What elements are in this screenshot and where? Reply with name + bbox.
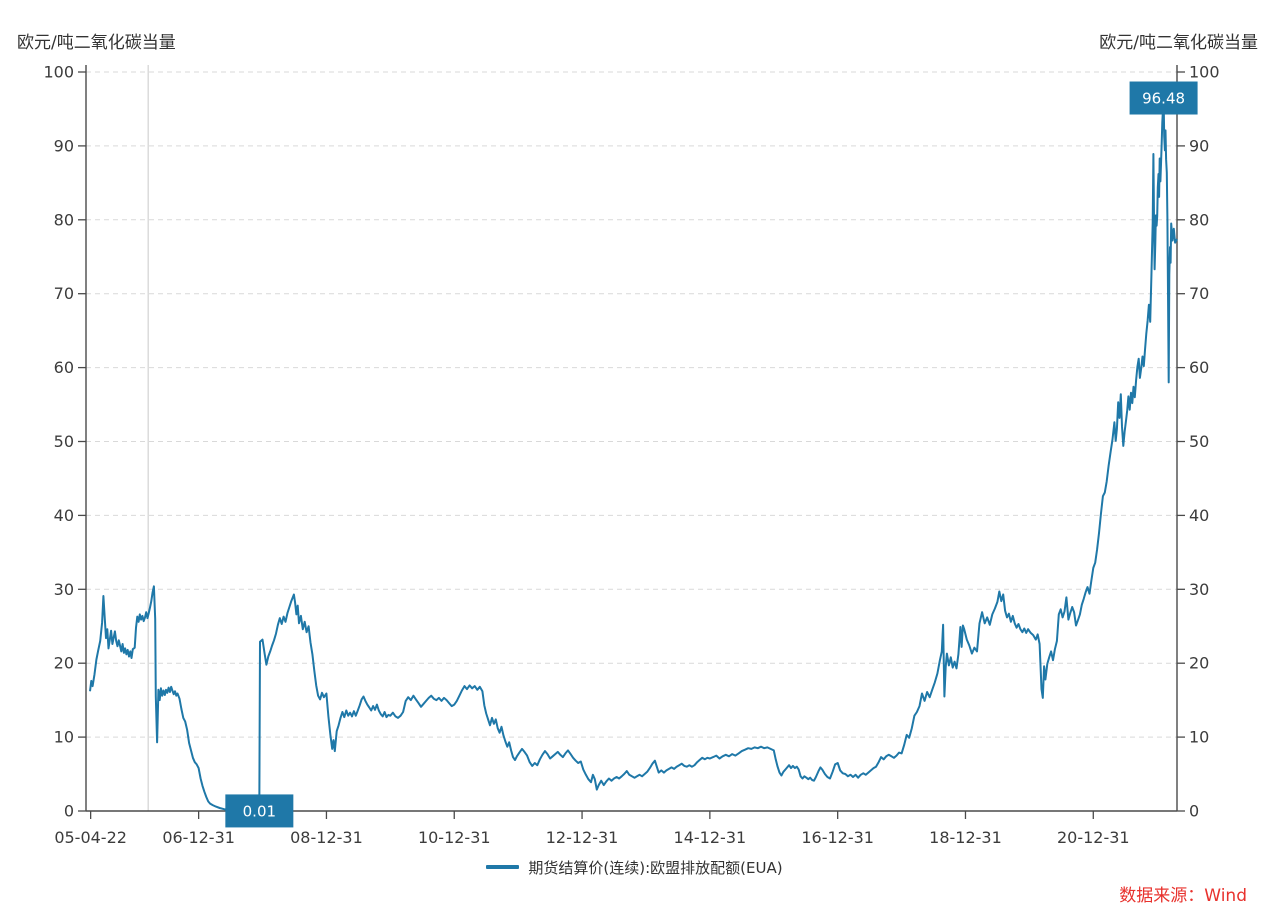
svg-text:0: 0 <box>64 802 74 821</box>
svg-text:90: 90 <box>54 136 74 155</box>
data-labels: 96.48 0.01 <box>225 81 1198 828</box>
left-axis-title: 欧元/吨二氧化碳当量 <box>17 33 176 53</box>
svg-text:70: 70 <box>54 284 74 303</box>
legend: 期货结算价(连续):欧盟排放配额(EUA) <box>0 855 1269 879</box>
series-line <box>89 97 1178 812</box>
data-label-box <box>225 794 294 828</box>
right-axis-title: 欧元/吨二氧化碳当量 <box>1099 33 1258 53</box>
legend-label: 期货结算价(连续):欧盟排放配额(EUA) <box>528 858 783 877</box>
y-tick-labels: 0 0 10 10 20 20 30 30 40 40 50 50 60 60 70 70 80 80 90 90 10… <box>43 63 1219 821</box>
svg-text:50: 50 <box>1189 432 1209 451</box>
series <box>89 97 1178 812</box>
svg-text:16-12-31: 16-12-31 <box>801 828 874 847</box>
data-label-box <box>1129 81 1198 115</box>
legend-line-swatch <box>486 865 520 869</box>
svg-text:05-04-22: 05-04-22 <box>54 828 127 847</box>
svg-text:70: 70 <box>1189 284 1209 303</box>
svg-text:90: 90 <box>1189 136 1209 155</box>
svg-text:60: 60 <box>1189 358 1209 377</box>
svg-text:100: 100 <box>43 63 74 82</box>
svg-text:20: 20 <box>1189 654 1209 673</box>
svg-text:60: 60 <box>54 358 74 377</box>
svg-text:12-12-31: 12-12-31 <box>546 828 619 847</box>
svg-text:80: 80 <box>1189 210 1209 229</box>
svg-text:30: 30 <box>1189 580 1209 599</box>
data-label-text: 0.01 <box>243 802 276 820</box>
svg-text:100: 100 <box>1189 63 1220 82</box>
svg-text:20-12-31: 20-12-31 <box>1057 828 1130 847</box>
svg-text:40: 40 <box>1189 506 1209 525</box>
axes <box>85 65 1178 812</box>
svg-text:50: 50 <box>54 432 74 451</box>
svg-text:80: 80 <box>54 210 74 229</box>
data-label-text: 96.48 <box>1142 90 1185 108</box>
svg-text:0: 0 <box>1189 802 1199 821</box>
svg-text:10: 10 <box>1189 728 1209 747</box>
svg-text:10-12-31: 10-12-31 <box>418 828 491 847</box>
svg-text:40: 40 <box>54 506 74 525</box>
svg-text:06-12-31: 06-12-31 <box>162 828 235 847</box>
svg-text:14-12-31: 14-12-31 <box>674 828 747 847</box>
svg-text:30: 30 <box>54 580 74 599</box>
gridlines <box>86 71 1177 738</box>
svg-text:18-12-31: 18-12-31 <box>929 828 1002 847</box>
data-source-note: 数据来源：Wind <box>1119 886 1247 906</box>
svg-text:08-12-31: 08-12-31 <box>290 828 363 847</box>
x-tick-labels: 05-04-22 06-12-31 08-12-31 10-12-31 12-12-31… <box>54 811 1130 847</box>
svg-text:20: 20 <box>54 654 74 673</box>
svg-text:10: 10 <box>54 728 74 747</box>
